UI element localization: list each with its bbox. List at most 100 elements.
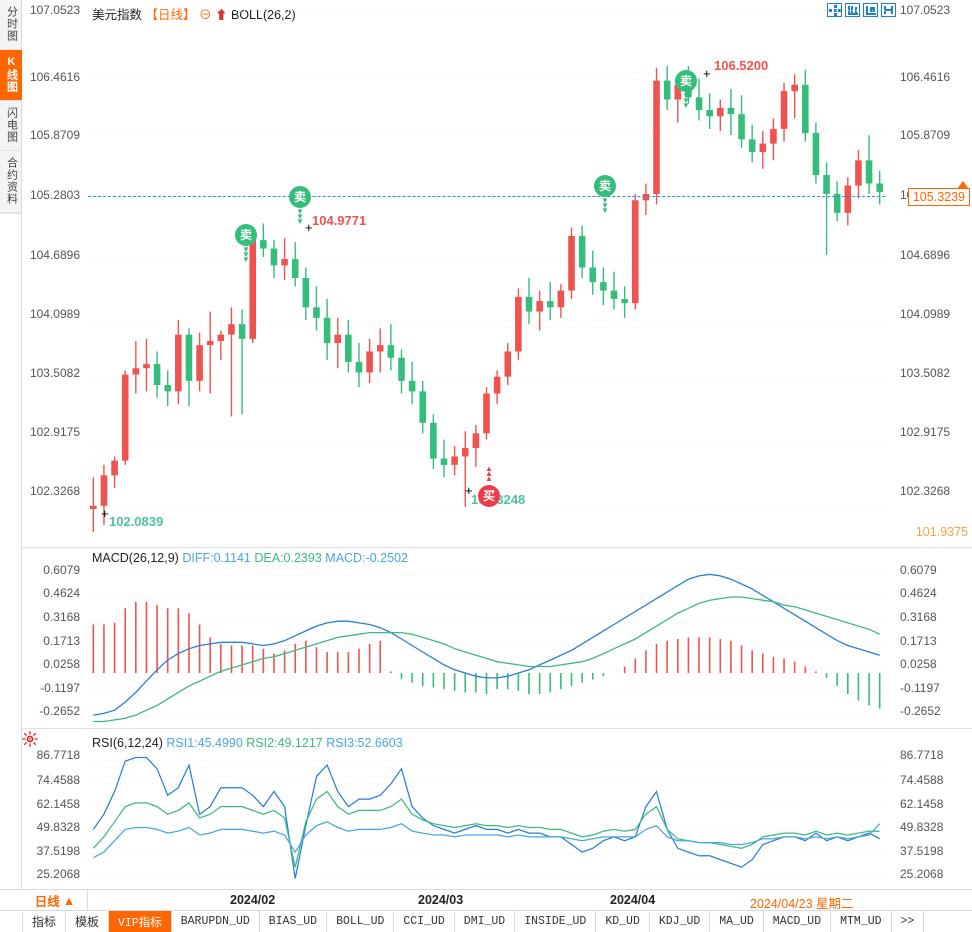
indicator-label: KDJ_UD: [658, 915, 701, 928]
price-axis-right-8: 102.3268: [900, 484, 951, 498]
rsi-axis-left-5: 25.2068: [36, 867, 80, 881]
rsi-axis-left-3: 49.8328: [36, 820, 80, 834]
settings-sun-icon[interactable]: [22, 731, 38, 747]
sidebar-tab-lightning[interactable]: 闪电图: [0, 101, 22, 151]
rsi-axis-right-5: 25.2068: [900, 867, 944, 881]
last-price-box[interactable]: 105.3239: [907, 188, 970, 206]
low-price-label: 102.0839: [109, 514, 164, 529]
rsi2-value: RSI2:49.1217: [246, 736, 323, 750]
date-tick-0: 2024/02: [230, 893, 276, 907]
sidebar-tab-kline[interactable]: K线图: [0, 50, 22, 101]
sidebar-tab-kline-label: K线图: [5, 56, 18, 93]
indicator-button-kd[interactable]: KD_UD: [596, 911, 650, 932]
sell-signal-marker[interactable]: 卖: [235, 224, 257, 246]
period-selector-button[interactable]: 日线 ▲: [23, 890, 88, 911]
rsi-axis-right-0: 86.7718: [900, 748, 944, 762]
price-axis-right-2: 105.8709: [900, 128, 951, 142]
move-tool-icon[interactable]: [827, 3, 842, 17]
indicator-button-boll[interactable]: BOLL_UD: [327, 911, 395, 932]
price-axis-left-8: 102.3268: [29, 484, 80, 498]
macd-axis-right-5: -0.1197: [900, 681, 940, 695]
indicator-button-dmi[interactable]: DMI_UD: [455, 911, 516, 932]
sidebar-tab-timeline-label: 分时图: [5, 6, 18, 42]
rsi-chart[interactable]: [88, 748, 885, 888]
expand-right-tool-icon[interactable]: [863, 3, 878, 17]
price-axis-left-0: 107.0523: [29, 3, 80, 17]
sell-signal-marker[interactable]: 卖: [675, 70, 697, 92]
last-price-triangle-icon: [957, 181, 969, 189]
sidebar-tab-lightning-label: 闪电图: [5, 107, 18, 143]
buy-crosshair-icon: +: [465, 483, 473, 498]
price-axis-right-1: 106.4616: [900, 70, 951, 84]
macd-axis-left-1: 0.4624: [43, 586, 80, 600]
price-axis-left-1: 106.4616: [29, 70, 80, 84]
indicator-label: BIAS_UD: [268, 915, 318, 928]
indicator-button-muban[interactable]: 模板: [66, 911, 110, 932]
period-label: 【日线】: [145, 8, 196, 22]
rsi-axis-right-2: 62.1458: [900, 797, 944, 811]
sell-signal-arrows: ▼ ▼ ▼: [682, 91, 690, 110]
circle-minus-icon[interactable]: ⊖: [199, 8, 212, 22]
price-axis-left-3: 105.2803: [29, 188, 80, 202]
macd-axis-left-4: 0.0258: [43, 657, 80, 671]
macd-chart[interactable]: [88, 563, 885, 728]
indicator-more-button[interactable]: >>: [892, 911, 925, 932]
indicator-button-vip[interactable]: VIP指标: [109, 911, 172, 932]
current-date-label: 2024/04/23 星期二: [750, 897, 854, 911]
chart-toolbar: [827, 3, 896, 17]
indicator-button-ma[interactable]: MA_UD: [710, 911, 764, 932]
indicator-button-bias[interactable]: BIAS_UD: [260, 911, 328, 932]
macd-axis-right-4: 0.0258: [900, 657, 937, 671]
sidebar-tab-contract-info-label: 合约资料: [5, 157, 18, 205]
indicator-button-cci[interactable]: CCI_UD: [394, 911, 455, 932]
macd-axis-left-6: -0.2652: [39, 704, 80, 718]
indicator-button-kdj[interactable]: KDJ_UD: [650, 911, 711, 932]
sell-marker-label: 卖: [239, 228, 252, 242]
macd-axis-left-3: 0.1713: [43, 634, 80, 648]
macd-axis-right-1: 0.4624: [900, 586, 937, 600]
sell-signal-marker[interactable]: 卖: [289, 186, 311, 208]
sell-marker-label: 卖: [679, 74, 692, 88]
sell-signal-arrows: ▼ ▼ ▼: [296, 207, 304, 226]
buy-signal-arrows: ▲ ▲ ▲: [485, 464, 493, 483]
sell-crosshair-icon: +: [305, 220, 313, 235]
indicator-button-mtm[interactable]: MTM_UD: [831, 911, 892, 932]
price-axis-left-7: 102.9175: [29, 425, 80, 439]
boll-indicator-label: BOLL(26,2): [231, 8, 296, 22]
rsi3-value: RSI3:52.6603: [326, 736, 403, 750]
macd-axis-right-6: -0.2652: [900, 704, 941, 718]
macd-axis-left-2: 0.3168: [43, 610, 80, 624]
indicator-label: KD_UD: [605, 915, 640, 928]
sell-signal-marker[interactable]: 卖: [594, 175, 616, 197]
indicator-button-inside[interactable]: INSIDE_UD: [515, 911, 597, 932]
indicator-label: 模板: [75, 915, 100, 929]
sidebar-tab-contract-info[interactable]: 合约资料: [0, 151, 22, 213]
buy-signal-marker[interactable]: 买: [478, 485, 500, 507]
indicator-button-barupdn[interactable]: BARUPDN_UD: [172, 911, 260, 932]
up-arrow-icon[interactable]: ⬆: [215, 8, 228, 22]
indicator-label: MTM_UD: [840, 915, 882, 928]
sidebar-tab-timeline[interactable]: 分时图: [0, 0, 22, 50]
sell-signal-arrows: ▼ ▼ ▼: [601, 196, 609, 215]
indicator-label: MACD_UD: [772, 915, 822, 928]
indicator-button-zhibiao[interactable]: 指标: [23, 911, 67, 932]
indicator-label: INSIDE_UD: [524, 915, 587, 928]
indicator-bar-fill: [924, 911, 972, 932]
left-sidebar: 分时图 K线图 闪电图 合约资料: [0, 0, 22, 889]
indicator-label: CCI_UD: [403, 915, 445, 928]
low-crosshair-icon: +: [101, 506, 109, 521]
high-crosshair-icon: +: [703, 66, 711, 81]
price-axis-right-4: 104.6896: [900, 248, 951, 262]
macd-axis-right-2: 0.3168: [900, 610, 937, 624]
indicator-label: MA_UD: [719, 915, 754, 928]
jump-end-tool-icon[interactable]: [881, 3, 896, 17]
macd-axis-left-5: -0.1197: [40, 681, 80, 695]
indicator-label: VIP指标: [118, 916, 162, 930]
date-tick-1: 2024/03: [418, 893, 464, 907]
indicator-label: BARUPDN_UD: [180, 915, 250, 928]
period-up-arrow-icon: ▲: [62, 893, 76, 908]
rsi-axis-right-3: 49.8328: [900, 820, 944, 834]
indicator-button-macd[interactable]: MACD_UD: [764, 911, 832, 932]
candlestick-chart[interactable]: [88, 10, 885, 547]
